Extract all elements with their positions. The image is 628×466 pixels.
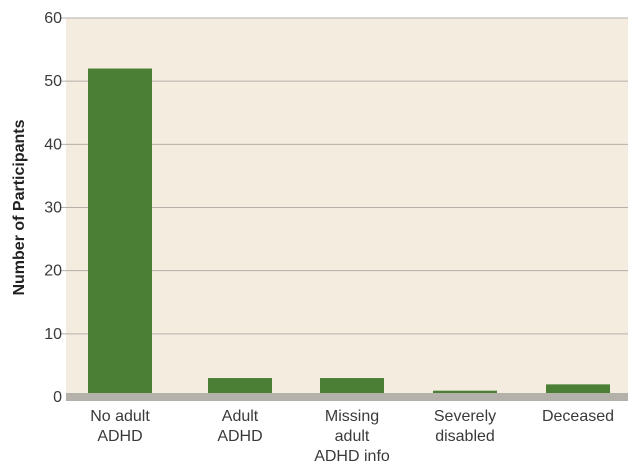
bar: [88, 68, 152, 398]
x-category-label-line: ADHD: [97, 428, 142, 445]
x-category-label: Missing adult ADHD info: [314, 408, 390, 465]
y-tick-label: 40: [44, 136, 62, 153]
gridlines: [60, 17, 628, 335]
y-axis-title: Number of Participants: [11, 119, 28, 295]
x-category-label-line: Deceased: [542, 408, 614, 425]
x-category-label: No adult ADHD: [90, 408, 150, 445]
x-category-label: Adult ADHD: [217, 408, 262, 445]
x-category-label-line: Severely: [434, 408, 496, 425]
bar: [320, 378, 384, 397]
x-category-label-line: Adult: [222, 408, 259, 425]
y-tick-label: 30: [44, 200, 62, 217]
x-axis-category-labels: No adult ADHD Adult ADHD Missing adult ADHD in…: [90, 408, 614, 465]
x-category-label-line: adult: [335, 428, 370, 445]
x-category-label-line: disabled: [435, 428, 495, 445]
x-category-label: Deceased: [542, 408, 614, 425]
x-category-label-line: Missing: [325, 408, 379, 425]
y-tick-label: 50: [44, 73, 62, 90]
y-tick-label: 10: [44, 326, 62, 343]
x-category-label: Severely disabled: [434, 408, 496, 445]
x-category-label-line: ADHD: [217, 428, 262, 445]
y-tick-label: 60: [44, 10, 62, 27]
x-category-label-line: ADHD info: [314, 448, 390, 465]
y-tick-label: 0: [53, 389, 62, 406]
x-axis-baseline: [66, 393, 628, 401]
bar: [208, 378, 272, 397]
x-category-label-line: No adult: [90, 408, 150, 425]
y-axis-ticks: 0 10 20 30 40 50 60: [44, 10, 62, 406]
y-tick-label: 20: [44, 263, 62, 280]
